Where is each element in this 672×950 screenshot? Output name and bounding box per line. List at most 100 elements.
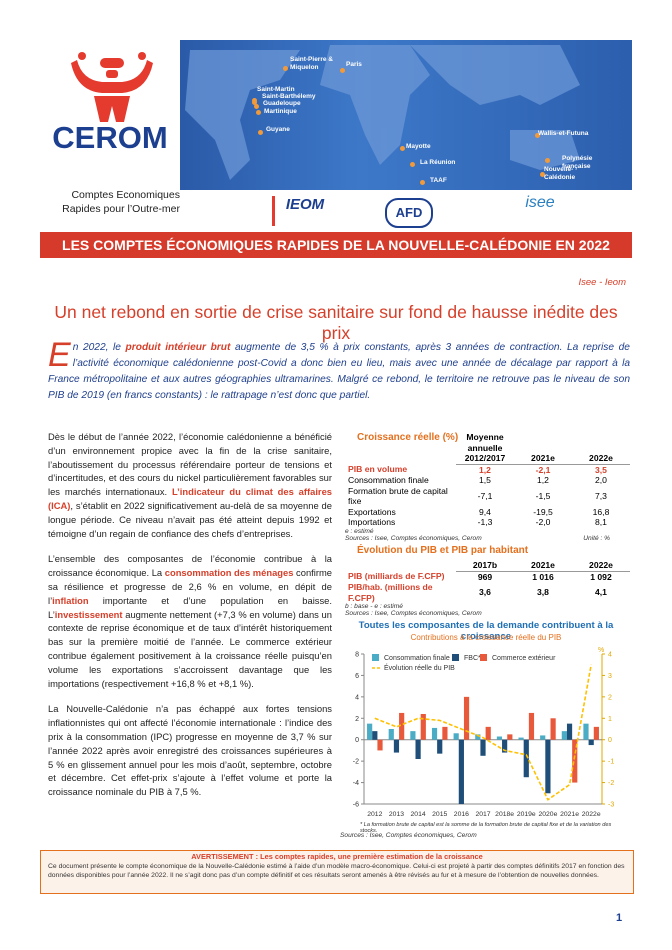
- partner-logo: IEOM: [272, 196, 335, 226]
- bar: [367, 723, 373, 740]
- x-tick-label: 2019e: [517, 811, 536, 818]
- table-cell: 969: [477, 571, 493, 582]
- bar: [528, 712, 535, 740]
- table-cell: 3,5: [595, 464, 607, 475]
- map-shapes: [185, 45, 580, 180]
- x-tick-label: 2015: [432, 811, 447, 818]
- legend-swatch: [452, 654, 459, 661]
- text-run: Dès le début de l’année 2022, l’économie…: [48, 431, 332, 498]
- tagline-line: Rapides pour l’Outre-mer: [62, 203, 180, 215]
- logo-text: CEROM: [52, 120, 168, 155]
- highlight: consommation des ménages: [164, 567, 294, 579]
- map-label: TAAF: [430, 177, 447, 184]
- highlight: inflation: [52, 594, 89, 606]
- map-dot: [535, 133, 540, 138]
- map-label: La Réunion: [420, 159, 456, 166]
- text-run: augmente nettement (+7,3 % en volume) da…: [48, 608, 332, 689]
- headline: Un net rebond en sortie de crise sanitai…: [54, 302, 618, 343]
- map-label: Polynésie française: [562, 155, 593, 170]
- x-tick-label: 2016: [454, 811, 469, 818]
- map-dot: [254, 104, 259, 109]
- bar: [518, 737, 524, 740]
- bar: [523, 739, 529, 778]
- bar: [453, 733, 459, 740]
- map-dot: [283, 66, 288, 71]
- dropcap: E: [48, 336, 71, 374]
- bar: [399, 712, 405, 740]
- table-cell: PIB (milliards de F.CFP): [348, 571, 445, 582]
- y2-tick-label: 0: [608, 737, 612, 744]
- table-cell: -1,5: [535, 490, 551, 501]
- bar: [410, 731, 416, 740]
- header-cell: [345, 432, 456, 464]
- y-tick-label: 2: [355, 716, 359, 723]
- table-cell: 9,4: [479, 506, 491, 517]
- header-cell: 2022e: [572, 560, 630, 572]
- y-tick-label: 0: [355, 737, 359, 744]
- chart-note: * La formation brute de capital est la s…: [360, 822, 612, 834]
- partner-logo: AFD: [385, 198, 433, 228]
- body-column: Dès le début de l’année 2022, l’économie…: [48, 430, 332, 811]
- table-block: Moyenne annuelle 2012/2017 2021e 2022e PIB …: [345, 432, 630, 542]
- bar: [377, 739, 383, 751]
- bar: [463, 696, 470, 740]
- table-note: Sources : Isee, Comptes économiques, Cer…: [345, 610, 482, 617]
- text-run: confirme sa résilience et progresse de 2…: [48, 567, 332, 606]
- map-label: Martinique: [264, 108, 297, 115]
- map-dot: [258, 130, 263, 135]
- y2-unit: %: [598, 647, 604, 654]
- header-cell: Moyenne annuelle 2012/2017: [456, 432, 514, 465]
- bar: [388, 729, 394, 740]
- table-cell: -7,1: [477, 490, 493, 501]
- table-cell: 4,1: [595, 587, 607, 598]
- map-dot: [420, 180, 425, 185]
- y-tick-label: 6: [355, 673, 359, 680]
- table-cell: 8,1: [595, 517, 607, 527]
- table-cell: 2,0: [595, 475, 607, 485]
- map: [180, 40, 632, 190]
- table-note: Sources : Isee, Comptes économiques, Cer…: [345, 534, 482, 542]
- table-row: Formation brute de capital fixe -7,1 -1,5 7…: [345, 486, 630, 507]
- chart-subtitle: Contributions à la croissance réelle du …: [410, 633, 562, 642]
- map-label: Paris: [346, 61, 362, 68]
- table-cell: Exportations: [348, 506, 396, 517]
- banner: LES COMPTES ÉCONOMIQUES RAPIDES DE LA NO…: [40, 232, 632, 258]
- bar: [485, 726, 491, 740]
- bar: [496, 736, 503, 740]
- paragraph: Dès le début de l’année 2022, l’économie…: [48, 430, 332, 540]
- paragraph: La Nouvelle-Calédonie n’a pas échappé au…: [48, 702, 332, 799]
- bar: [437, 739, 443, 754]
- line: [374, 664, 592, 801]
- y-tick-label: 8: [355, 652, 359, 659]
- table-cell: PIB/hab. (millions de F.CFP): [348, 582, 433, 603]
- table-cell: 1,5: [479, 475, 491, 485]
- table-cell: 16,8: [592, 506, 610, 517]
- table-cell: -19,5: [533, 506, 553, 517]
- warning-box: AVERTISSEMENT : Les comptes rapides, une…: [40, 850, 634, 894]
- tagline-line: Comptes Economiques: [71, 189, 180, 201]
- y-tick-label: -2: [353, 759, 359, 766]
- highlight: produit intérieur brut: [125, 342, 231, 353]
- page-number: 1: [616, 912, 623, 924]
- map-label: Guadeloupe: [263, 100, 301, 107]
- legend-swatch: [480, 654, 487, 661]
- bar: [550, 718, 556, 740]
- table-row: Consommation finale 1,5 1,2 2,0: [345, 475, 630, 486]
- table-head: 2017b 2021e 2022e: [345, 560, 630, 572]
- highlight: L’indicateur du climat des affaires (ICA…: [48, 486, 333, 511]
- chart-source: Sources : Isee, Comptes économiques, Cer…: [340, 832, 477, 839]
- table-body: PIB en volume 1,2 -2,1 3,5 Consommation fina…: [345, 464, 630, 528]
- text-run: importante et d’une population en baisse…: [48, 594, 332, 620]
- header-row: Moyenne annuelle 2012/2017 2021e 2022e: [345, 432, 630, 465]
- table-title: Évolution du PIB et PIB par habitant: [357, 545, 529, 556]
- bar: [545, 739, 551, 794]
- text-run: n 2022, le: [72, 342, 126, 353]
- table-cell: Formation brute de capital fixe: [348, 485, 448, 507]
- map-dot: [545, 158, 550, 163]
- y2-tick-label: -3: [608, 802, 614, 809]
- table-cell: 7,3: [595, 490, 607, 501]
- x-tick-label: 2014: [411, 811, 426, 818]
- table-row: PIB/hab. (millions de F.CFP) 3,6 3,8 4,1: [345, 582, 630, 603]
